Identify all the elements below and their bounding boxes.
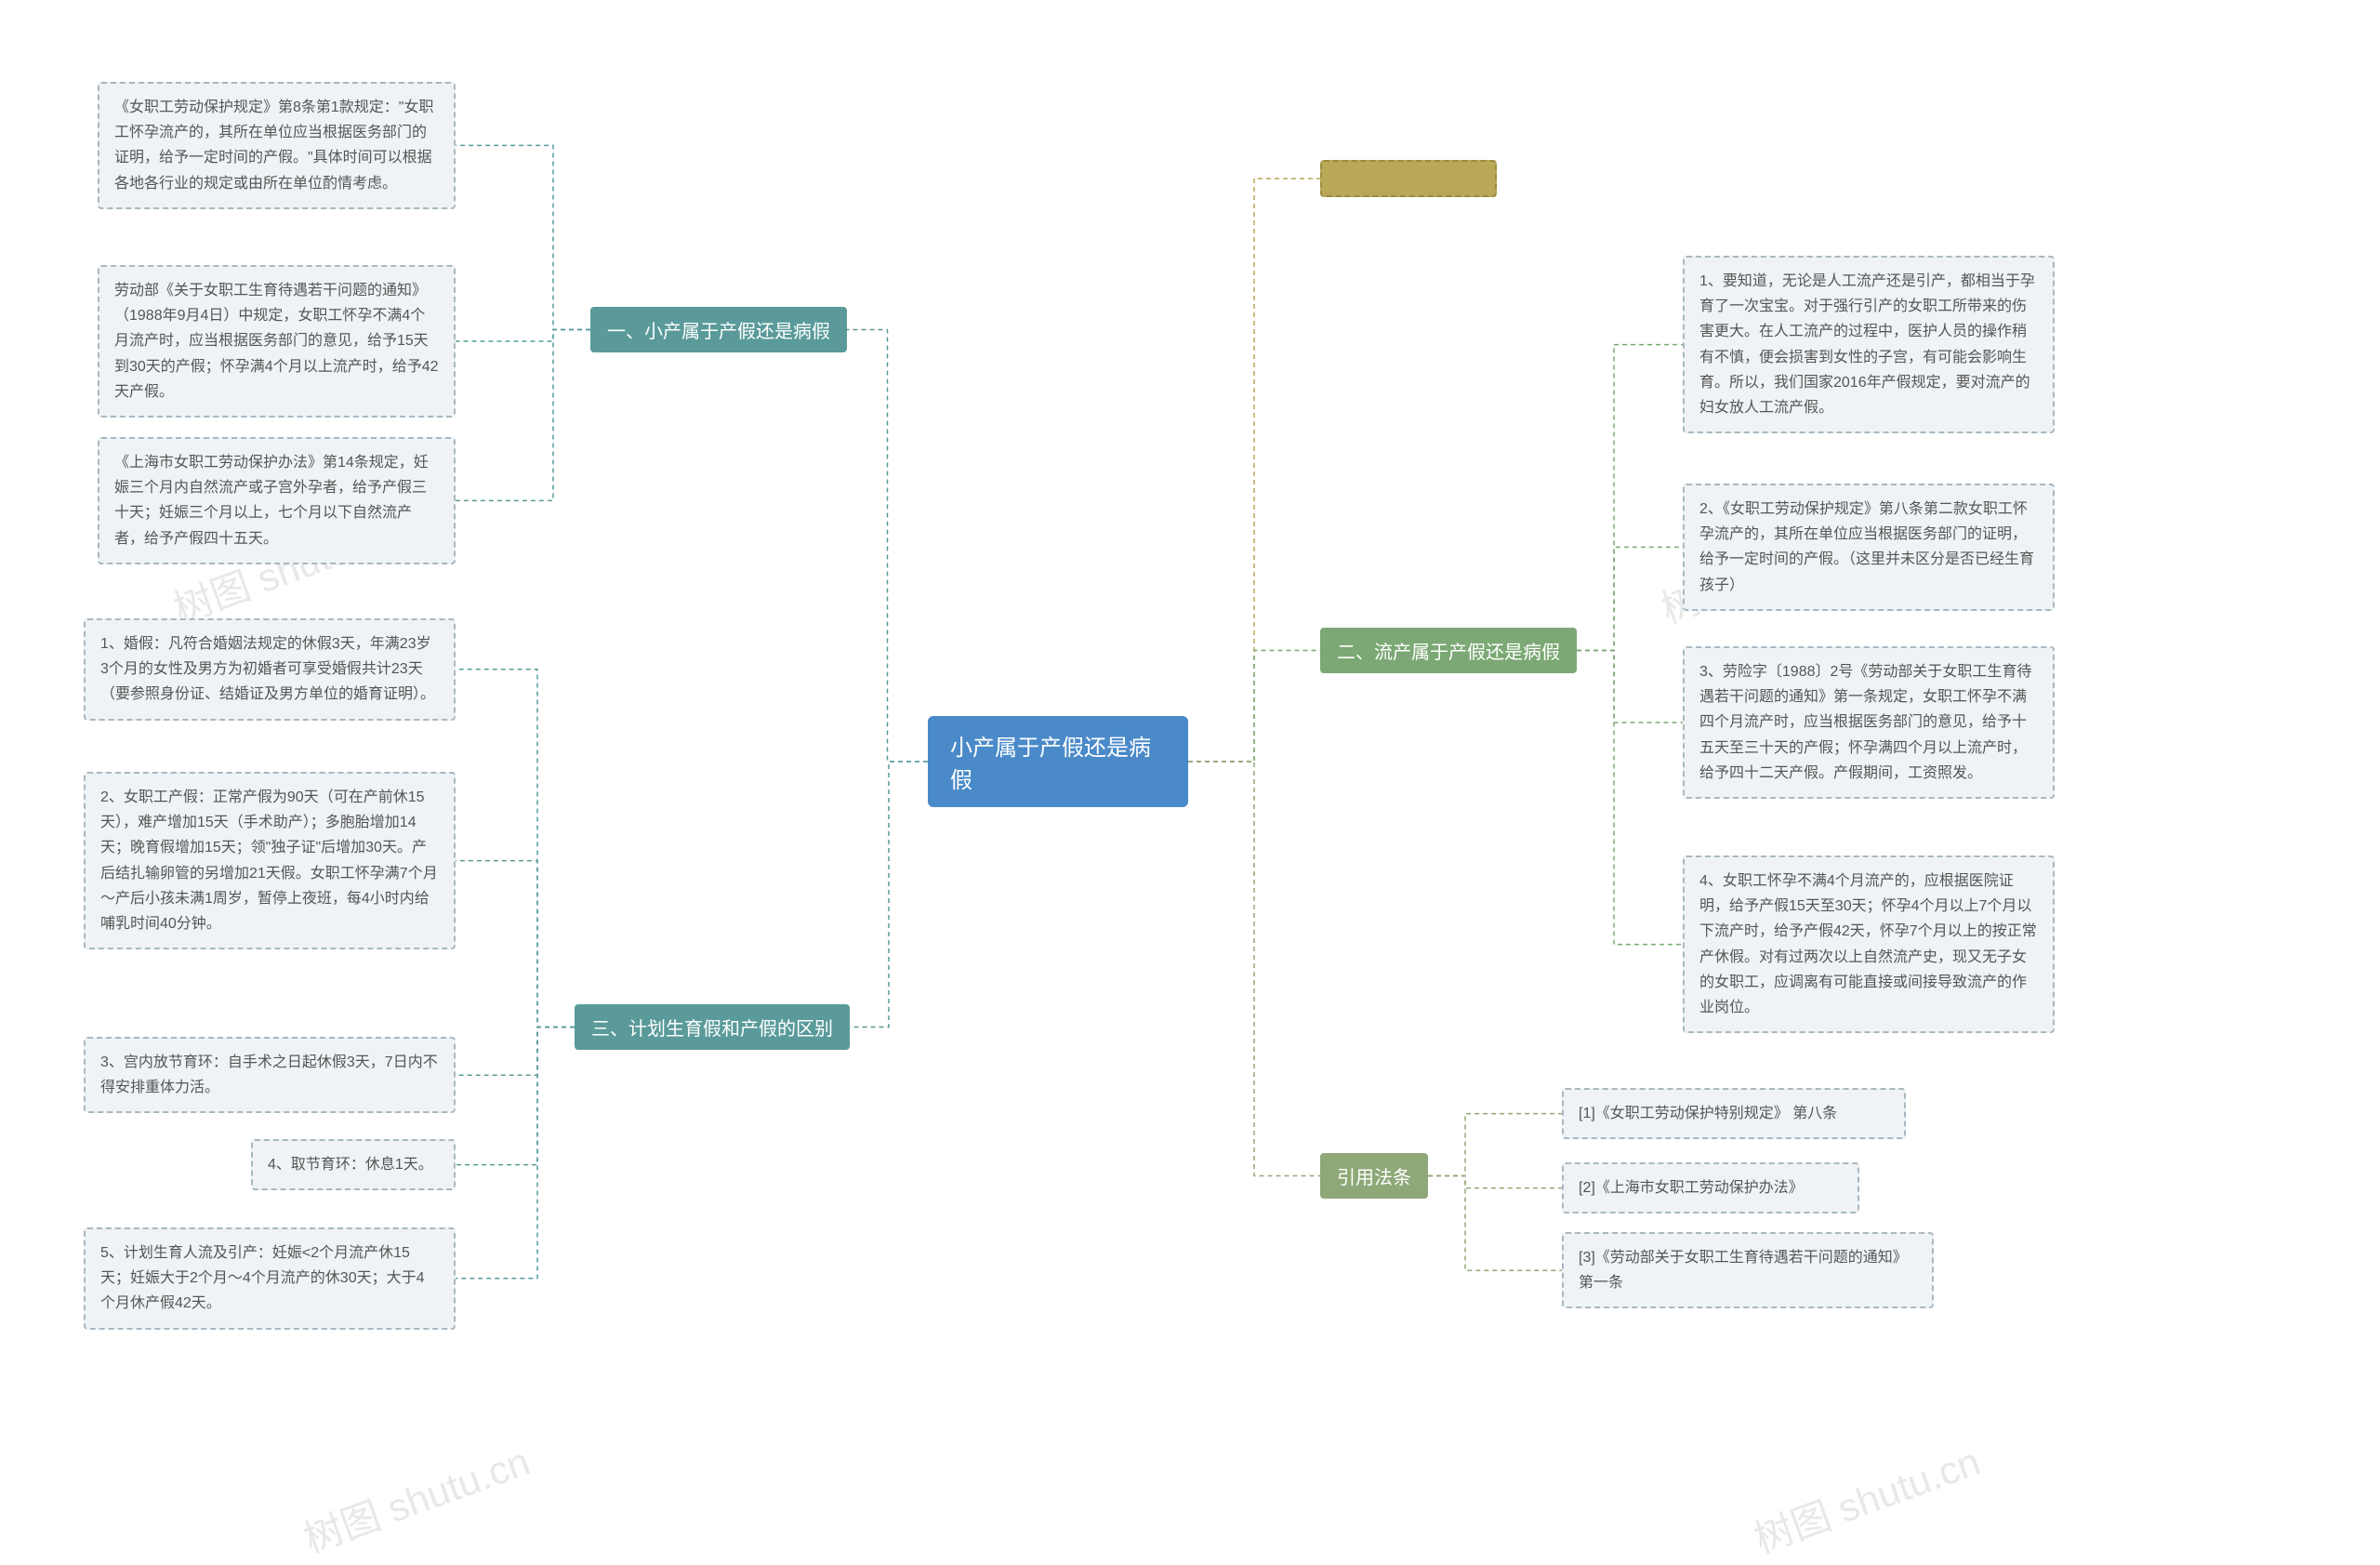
- watermark: 树图 shutu.cn: [295, 1430, 536, 1564]
- leaf-l3c: 3、宫内放节育环：自手术之日起休假3天，7日内不得安排重体力活。: [84, 1037, 456, 1113]
- leaf-l1a: 《女职工劳动保护规定》第8条第1款规定："女职工怀孕流产的，其所在单位应当根据医…: [98, 82, 456, 209]
- leaf-l4a: [1]《女职工劳动保护特别规定》 第八条: [1562, 1088, 1906, 1139]
- leaf-l2c: 3、劳险字〔1988〕2号《劳动部关于女职工生育待遇若干问题的通知》第一条规定，…: [1683, 646, 2055, 799]
- root-node: 小产属于产假还是病假: [928, 716, 1188, 807]
- leaf-l2d: 4、女职工怀孕不满4个月流产的，应根据医院证明，给予产假15天至30天；怀孕4个…: [1683, 855, 2055, 1033]
- leaf-l4c: [3]《劳动部关于女职工生育待遇若干问题的通知》 第一条: [1562, 1232, 1934, 1308]
- branch-b3: 三、计划生育假和产假的区别: [575, 1004, 850, 1050]
- leaf-l4b: [2]《上海市女职工劳动保护办法》: [1562, 1162, 1859, 1214]
- leaf-l1b: 劳动部《关于女职工生育待遇若干问题的通知》（1988年9月4日）中规定，女职工怀…: [98, 265, 456, 418]
- leaf-l2b: 2、《女职工劳动保护规定》第八条第二款女职工怀孕流产的，其所在单位应当根据医务部…: [1683, 484, 2055, 611]
- branch-b0: [1320, 160, 1497, 197]
- leaf-l2a: 1、要知道，无论是人工流产还是引产，都相当于孕育了一次宝宝。对于强行引产的女职工…: [1683, 256, 2055, 433]
- leaf-l3b: 2、女职工产假：正常产假为90天（可在产前休15天），难产增加15天（手术助产）…: [84, 772, 456, 949]
- branch-b1: 一、小产属于产假还是病假: [590, 307, 847, 352]
- branch-b2: 二、流产属于产假还是病假: [1320, 628, 1577, 673]
- leaf-l3e: 5、计划生育人流及引产：妊娠<2个月流产休15天；妊娠大于2个月～4个月流产的休…: [84, 1227, 456, 1330]
- branch-b4: 引用法条: [1320, 1153, 1428, 1199]
- watermark: 树图 shutu.cn: [1745, 1430, 1987, 1564]
- leaf-l1c: 《上海市女职工劳动保护办法》第14条规定，妊娠三个月内自然流产或子宫外孕者，给予…: [98, 437, 456, 564]
- leaf-l3a: 1、婚假：凡符合婚姻法规定的休假3天，年满23岁3个月的女性及男方为初婚者可享受…: [84, 618, 456, 721]
- leaf-l3d: 4、取节育环：休息1天。: [251, 1139, 456, 1190]
